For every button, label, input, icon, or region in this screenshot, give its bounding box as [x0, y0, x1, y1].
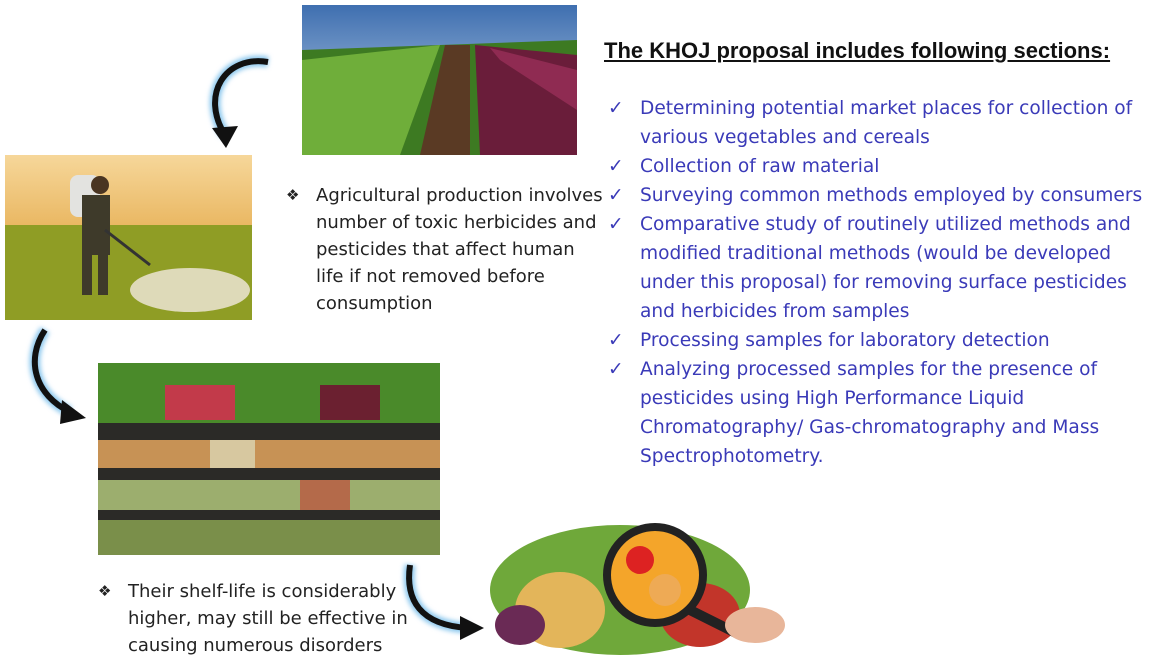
section-item: Determining potential market places for … [606, 94, 1162, 152]
market-shelf-photo [98, 363, 440, 555]
section-list: Determining potential market places for … [606, 94, 1162, 471]
section-item: Comparative study of routinely utilized … [606, 210, 1162, 326]
magnifier-photo [490, 525, 785, 655]
section-item: Surveying common methods employed by con… [606, 181, 1162, 210]
section-item: Collection of raw material [606, 152, 1162, 181]
section-item: Processing samples for laboratory detect… [606, 326, 1162, 355]
heading: The KHOJ proposal includes following sec… [604, 38, 1110, 64]
spraying-photo [5, 155, 252, 320]
slide: The KHOJ proposal includes following sec… [0, 0, 1163, 657]
note: Agricultural production involves number … [286, 182, 606, 317]
note: Their shelf-life is considerably higher,… [98, 578, 418, 659]
section-item: Analyzing processed samples for the pres… [606, 355, 1162, 471]
field-photo [302, 5, 577, 155]
